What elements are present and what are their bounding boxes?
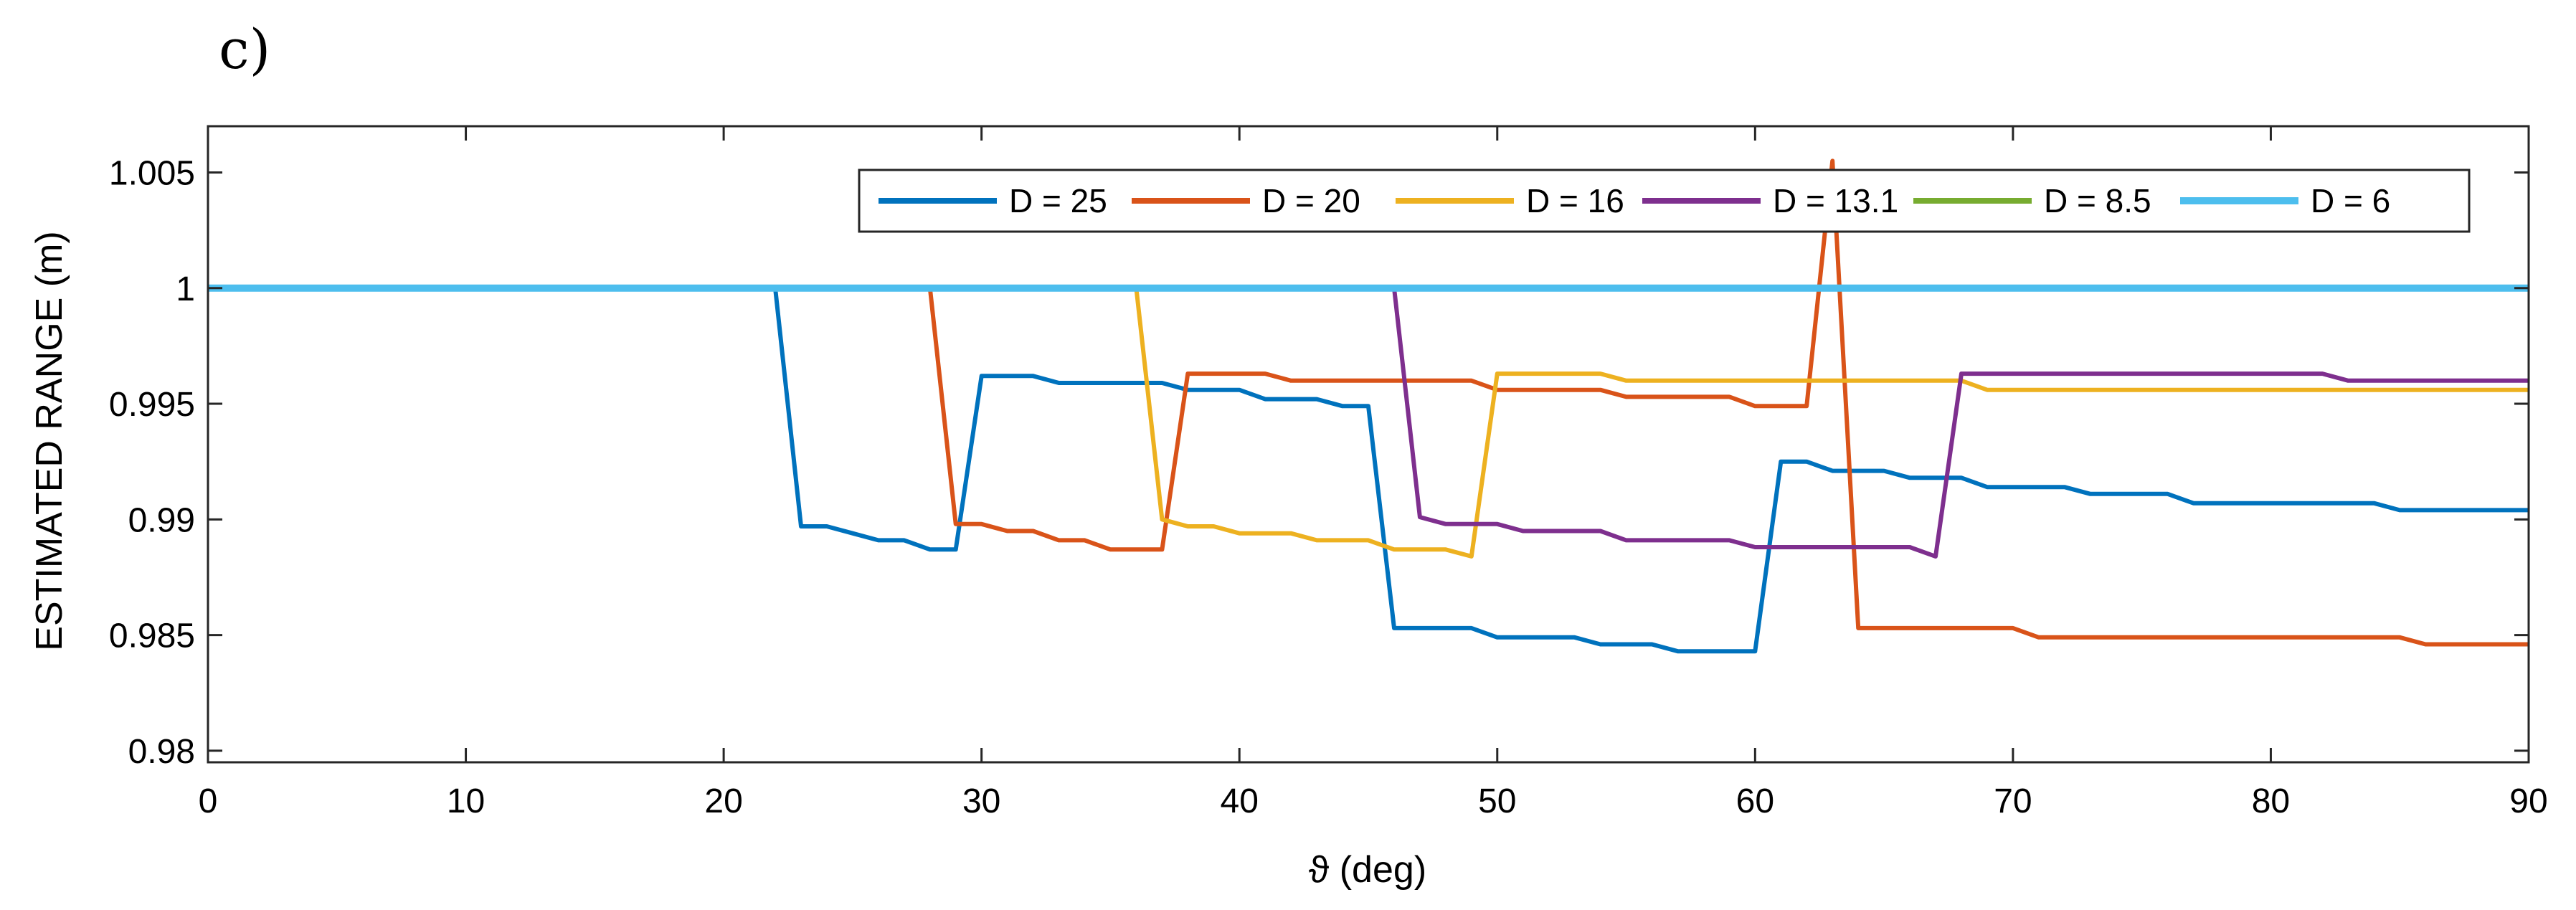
series-line-1 (208, 285, 2529, 654)
x-tick-label: 0 (199, 782, 218, 820)
legend-label-3: D = 16 (1526, 182, 1624, 219)
series-line-3 (208, 285, 2529, 559)
legend-label-2: D = 20 (1262, 182, 1360, 219)
x-tick-label: 70 (1994, 782, 2032, 820)
x-tick-label: 40 (1221, 782, 1259, 820)
legend-label-6: D = 6 (2311, 182, 2390, 219)
legend: D = 25 D = 20 D = 16 D = 13.1 D = 8.5 D = 6 (858, 169, 2471, 233)
x-tick-label: 10 (447, 782, 485, 820)
x-tick-label: 50 (1478, 782, 1516, 820)
x-tick-label: 80 (2252, 782, 2290, 820)
y-tick-label: 0.98 (128, 733, 195, 771)
y-tick-label: 1 (176, 270, 195, 308)
x-tick-label: 20 (704, 782, 742, 820)
x-tick-label: 60 (1736, 782, 1774, 820)
y-tick-label: 1.005 (109, 155, 195, 193)
x-axis: 0 10 20 30 40 50 60 70 80 90 (199, 126, 2548, 820)
series-line-4 (208, 285, 2529, 559)
plot-area (207, 125, 2530, 764)
legend-label-1: D = 25 (1009, 182, 1107, 219)
x-tick-label: 90 (2509, 782, 2547, 820)
x-tick-label: 30 (962, 782, 1000, 820)
legend-label-5: D = 8.5 (2044, 182, 2151, 219)
axes-box (207, 125, 2530, 764)
y-axis: 0.98 0.985 0.99 0.995 1 1.005 (109, 155, 2529, 771)
x-axis-label: ϑ (deg) (1309, 849, 1426, 891)
series-line-2 (208, 158, 2529, 647)
y-tick-label: 0.99 (128, 501, 195, 539)
y-axis-label: ESTIMATED RANGE (m) (29, 231, 70, 650)
y-tick-label: 0.985 (109, 617, 195, 655)
panel-label: c) (219, 17, 270, 81)
y-tick-label: 0.995 (109, 386, 195, 424)
legend-label-4: D = 13.1 (1773, 182, 1898, 219)
